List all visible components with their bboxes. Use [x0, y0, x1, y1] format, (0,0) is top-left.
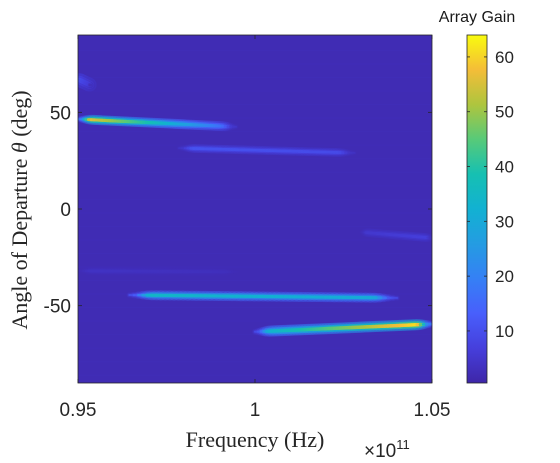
x-tick-label: 1.05: [414, 400, 451, 421]
y-tick-label: 0: [60, 200, 71, 221]
x-tick-label: 0.95: [60, 400, 97, 421]
beam-5: [78, 73, 97, 92]
colorbar-tick-label: 60: [495, 48, 514, 67]
colorbar-title: Array Gain: [439, 9, 515, 26]
colorbar-gradient: [466, 34, 488, 384]
beam-6: [78, 266, 241, 277]
beam-2: [126, 290, 400, 303]
plot-area: [78, 35, 432, 383]
beam-4: [176, 144, 358, 157]
x-axis-ticks: 0.95 1 1.05: [60, 35, 451, 421]
beam-1: [78, 114, 239, 132]
y-tick-label: 50: [50, 103, 71, 124]
colorbar-tick-label: 50: [495, 103, 514, 122]
heatmap-texture: [78, 49, 432, 376]
y-axis-label-prefix: Angle of Departure: [7, 153, 32, 330]
y-axis-label-suffix: (deg): [7, 90, 32, 142]
colorbar-tick-label: 10: [495, 322, 514, 341]
colorbar: [466, 34, 488, 384]
beam-3: [251, 319, 432, 337]
x-axis-label: Frequency (Hz): [186, 427, 325, 452]
x-tick-label: 1: [250, 400, 261, 421]
x-exponent-base: ×10: [364, 441, 396, 462]
beam-7: [358, 228, 432, 242]
colorbar-tick-label: 40: [495, 158, 514, 177]
colorbar-tick-label: 20: [495, 267, 514, 286]
theta-symbol: θ: [7, 142, 32, 153]
colorbar-ticks: 10 20 30 40 50 60: [467, 48, 514, 341]
y-tick-label: -50: [44, 297, 71, 318]
y-axis-ticks: 50 0 -50: [44, 103, 432, 318]
colorbar-tick-label: 30: [495, 212, 514, 231]
x-exponent-power: 11: [396, 437, 410, 452]
y-axis-label: Angle of Departure θ (deg): [7, 90, 32, 329]
x-axis-exponent: ×1011: [364, 437, 410, 462]
